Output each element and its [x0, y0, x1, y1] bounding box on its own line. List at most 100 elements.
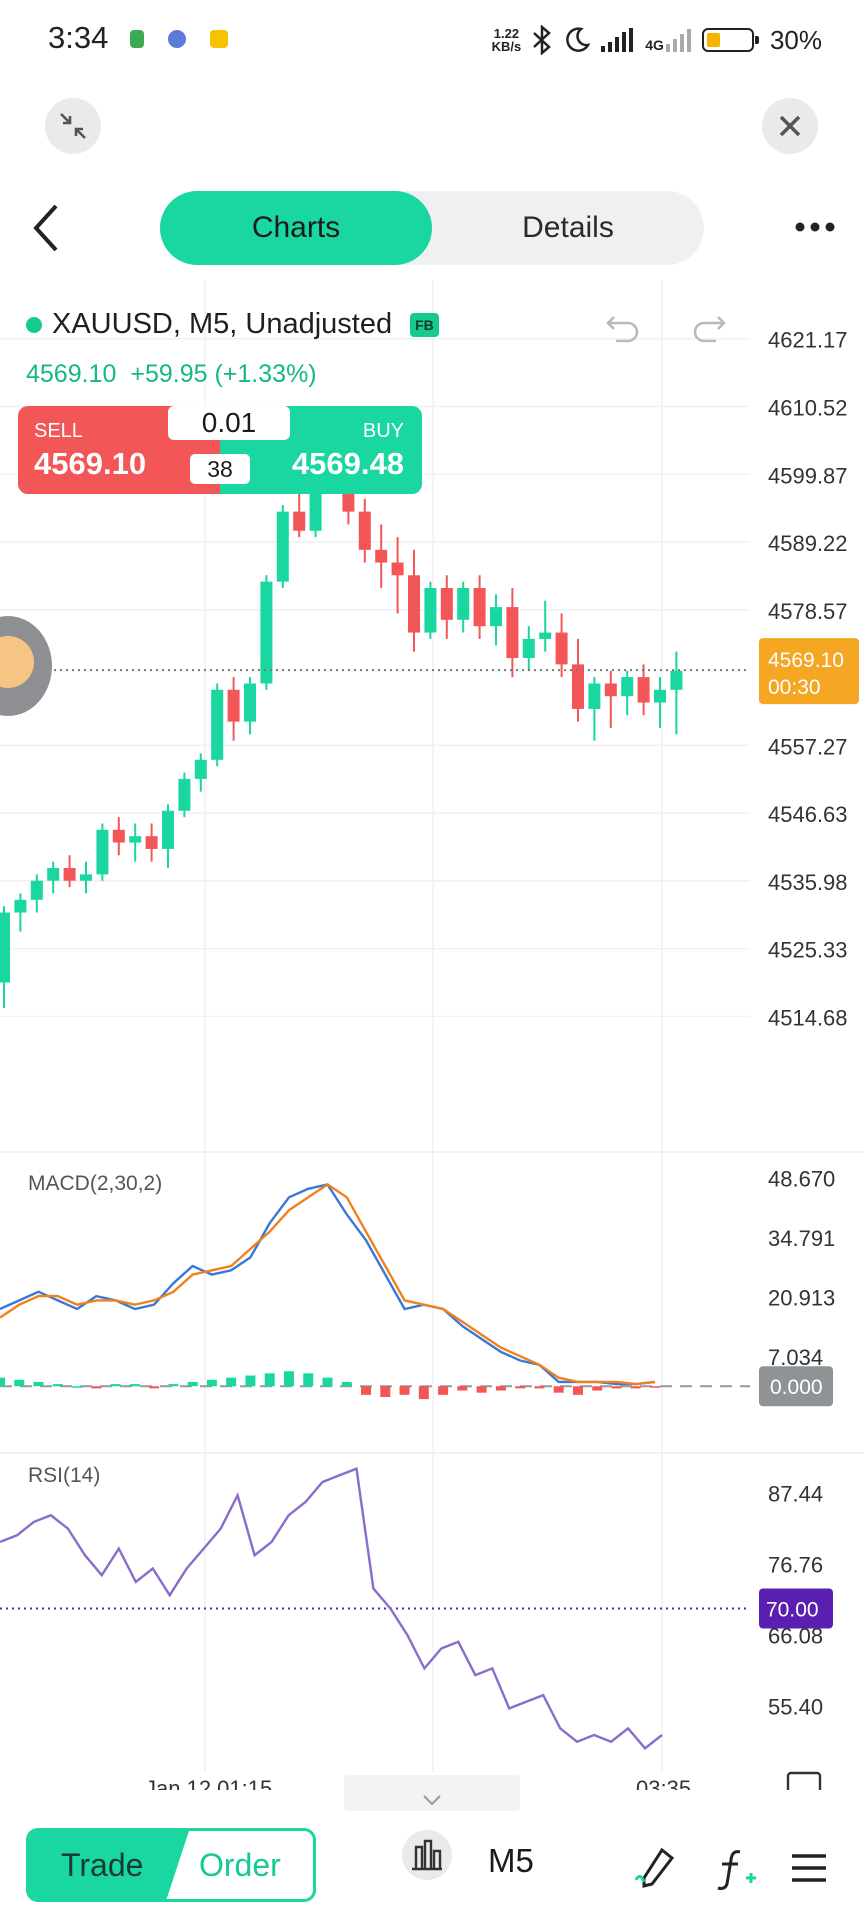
draw-pen-icon[interactable]	[632, 1844, 680, 1892]
rsi-level-label: 70.00	[766, 1599, 819, 1622]
price-axis-label: 4546.63	[768, 802, 848, 827]
browser-notification-icon	[168, 30, 186, 48]
macd-histogram-bar	[438, 1386, 449, 1395]
candle-body	[670, 670, 683, 690]
price-axis-label: 4514.68	[768, 1005, 848, 1030]
tab-charts[interactable]: Charts	[160, 191, 432, 265]
candle-body	[227, 689, 240, 722]
macd-histogram-bar	[341, 1381, 352, 1387]
indicator-icon[interactable]	[712, 1844, 760, 1892]
bottom-toolbar: Trade Order M5	[0, 1812, 864, 1920]
trade-order-toggle: Trade Order	[26, 1828, 316, 1902]
macd-zero-label: 0.000	[770, 1376, 823, 1399]
net-speed-unit: KB/s	[491, 39, 522, 54]
instrument-header[interactable]: XAUUSD, M5, Unadjusted FB	[26, 308, 439, 341]
tab-details[interactable]: Details	[522, 211, 614, 244]
candle-body	[637, 677, 650, 703]
candle-body	[391, 562, 404, 576]
candle-body	[145, 836, 158, 849]
macd-histogram-bar	[534, 1386, 545, 1389]
one-click-trade-panel: SELL 4569.10 BUY 4569.48 0.01 38	[18, 406, 422, 494]
candle-body	[375, 549, 388, 563]
price-axis-label: 4621.17	[768, 328, 848, 353]
macd-histogram-bar	[72, 1386, 83, 1388]
redo-icon[interactable]	[690, 305, 730, 345]
macd-histogram-bar	[322, 1377, 333, 1387]
buy-label: BUY	[362, 420, 404, 442]
macd-histogram-bar	[0, 1377, 5, 1387]
more-icon[interactable]	[794, 220, 836, 234]
candle-body	[30, 880, 43, 900]
macd-axis-label: 48.670	[768, 1166, 835, 1191]
time-axis-label: 03:35	[636, 1776, 691, 1790]
sell-label: SELL	[34, 420, 83, 442]
trade-button[interactable]: Trade	[29, 1831, 189, 1899]
macd-histogram-bar	[515, 1386, 526, 1389]
macd-histogram-bar	[495, 1386, 506, 1391]
candle-body	[654, 689, 666, 703]
signal-2-icon	[665, 29, 691, 52]
network-type-label: 4G	[645, 37, 664, 53]
candle-body	[129, 836, 142, 843]
undo-icon[interactable]	[602, 305, 642, 345]
minimize-button[interactable]	[45, 98, 101, 154]
rsi-line	[0, 1467, 663, 1750]
candle-body	[424, 588, 437, 633]
status-bar: 3:34 1.22 KB/s 4G 30%	[0, 0, 864, 80]
chart-area[interactable]: 4621.17 4610.52 4599.87 4589.22 4578.57 4557.…	[0, 280, 864, 1790]
chart-scroll-handle[interactable]	[344, 1775, 520, 1811]
bluetooth-icon	[533, 25, 552, 55]
macd-histogram-bar	[592, 1386, 603, 1391]
macd-histogram-bar	[418, 1386, 429, 1400]
macd-histogram-bar	[264, 1373, 275, 1387]
close-icon	[779, 115, 801, 137]
macd-histogram-bar	[91, 1386, 102, 1389]
rsi-axis-label: 55.40	[768, 1695, 823, 1720]
candle-body	[194, 759, 207, 779]
battery-icon	[701, 28, 759, 52]
minimize-icon	[60, 113, 86, 139]
macd-histogram-bar	[168, 1384, 179, 1387]
order-button[interactable]: Order	[199, 1846, 281, 1883]
time-axis-label: Jan 12 01:15	[145, 1776, 272, 1790]
macd-axis-label: 7.034	[768, 1345, 823, 1370]
candle-countdown-label: 00:30	[768, 676, 821, 699]
candle-body	[539, 632, 552, 639]
candle-body	[276, 511, 289, 582]
macd-histogram-bar	[611, 1386, 622, 1389]
current-price-label: 4569.10	[768, 649, 844, 672]
macd-histogram-bar	[380, 1386, 391, 1397]
macd-title: MACD(2,30,2)	[28, 1172, 162, 1195]
candle-body	[473, 588, 486, 627]
chart-type-icon	[412, 1839, 442, 1871]
macd-histogram-bar	[303, 1373, 314, 1387]
back-chevron-icon[interactable]	[22, 198, 70, 258]
candle-body	[47, 868, 60, 881]
landscape-icon[interactable]	[786, 1771, 822, 1790]
candle-body	[588, 683, 601, 709]
candle-body	[621, 677, 634, 697]
candle-body	[244, 683, 256, 722]
macd-histogram-bar	[14, 1379, 25, 1387]
chart-type-button[interactable]	[402, 1830, 452, 1880]
candle-body	[112, 829, 125, 843]
price-axis-label: 4589.22	[768, 531, 848, 556]
candle-body	[80, 874, 92, 881]
macd-histogram-bar	[572, 1386, 583, 1395]
macd-line	[0, 1183, 656, 1386]
menu-icon[interactable]	[786, 1844, 834, 1892]
macd-histogram-bar	[226, 1377, 237, 1387]
lot-size-input[interactable]: 0.01	[168, 406, 290, 440]
candle-body	[440, 588, 453, 620]
price-axis-label: 4610.52	[768, 396, 848, 421]
status-time: 3:34	[48, 20, 109, 55]
price-change-row: 4569.10 +59.95 (+1.33%)	[26, 360, 331, 389]
candle-body	[522, 638, 535, 658]
candle-body	[408, 575, 420, 633]
macd-histogram-bar	[650, 1386, 660, 1388]
rsi-axis-label: 76.76	[768, 1552, 823, 1577]
timeframe-selector[interactable]: M5	[488, 1842, 534, 1879]
macd-histogram-bar	[245, 1375, 256, 1387]
macd-histogram-bar	[149, 1386, 160, 1389]
close-button[interactable]	[762, 98, 818, 154]
